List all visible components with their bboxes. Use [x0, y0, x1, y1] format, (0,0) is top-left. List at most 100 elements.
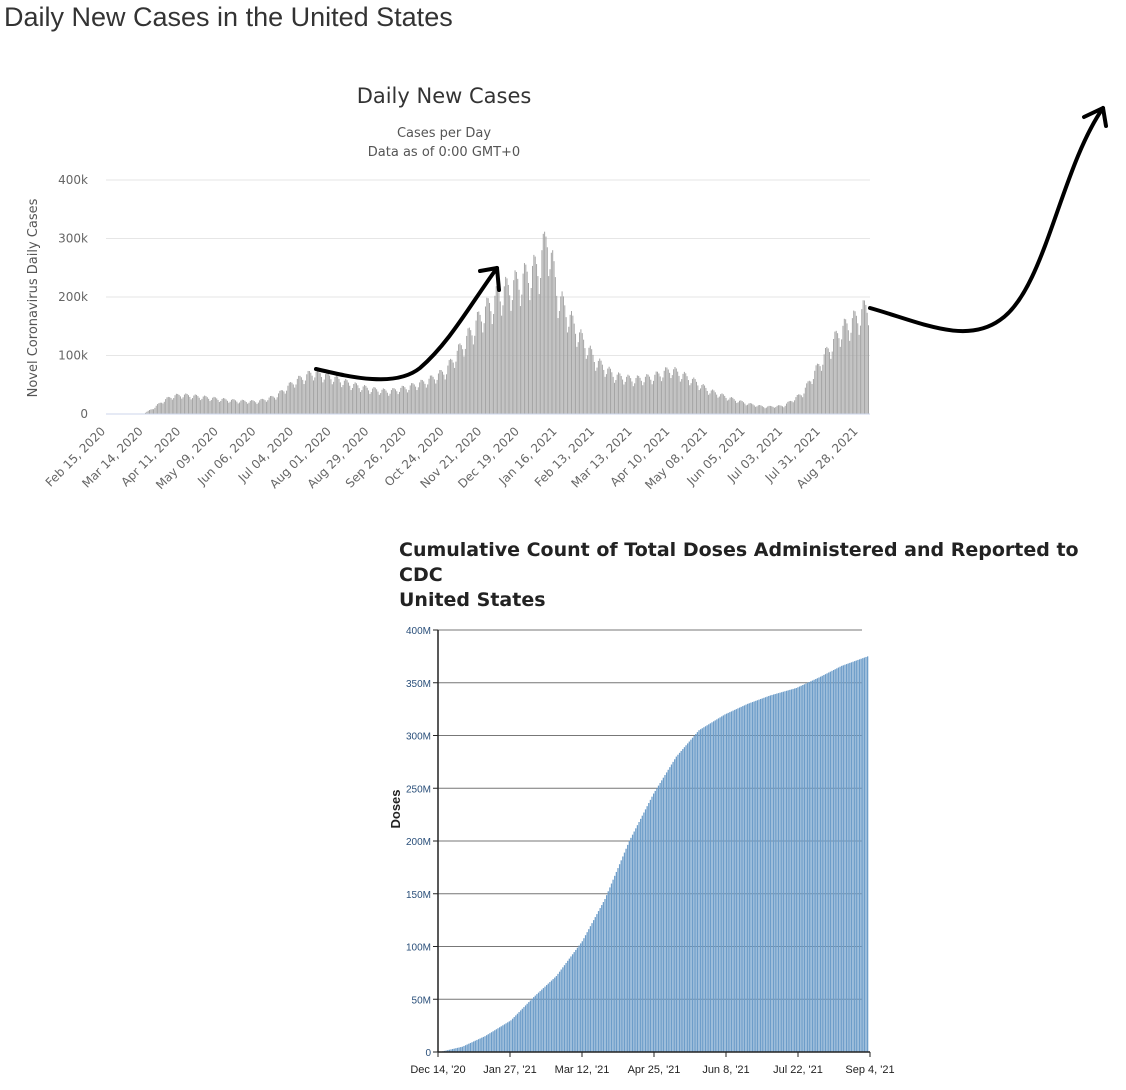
daily-cases-bar — [519, 306, 521, 414]
cumulative-doses-bar — [557, 973, 559, 1052]
daily-cases-bar — [681, 379, 683, 414]
daily-cases-bar — [655, 371, 657, 414]
daily-cases-bar — [577, 342, 579, 414]
daily-cases-bar — [725, 397, 727, 414]
daily-cases-bar — [523, 263, 525, 414]
cumulative-doses-bar — [560, 969, 562, 1052]
daily-cases-bar — [513, 280, 515, 414]
daily-cases-bar — [601, 364, 603, 414]
daily-cases-bar — [816, 363, 818, 414]
daily-cases-bar — [811, 384, 813, 414]
daily-cases-bar — [411, 383, 413, 414]
daily-cases-bar — [295, 384, 297, 414]
cumulative-doses-bar — [824, 674, 827, 1052]
cumulative-doses-bar — [614, 875, 616, 1052]
daily-cases-bar — [780, 405, 782, 414]
daily-cases-bar — [790, 400, 792, 414]
daily-cases-bar — [288, 382, 290, 414]
daily-cases-bar — [552, 250, 554, 414]
daily-cases-bar — [264, 400, 266, 414]
cumulative-doses-bar — [555, 976, 558, 1052]
daily-cases-bar — [682, 373, 684, 414]
daily-cases-bar — [673, 369, 675, 414]
cumulative-doses-bar — [625, 848, 627, 1052]
daily-cases-bar — [769, 405, 771, 414]
cumulative-doses-bar — [832, 670, 835, 1052]
daily-cases-bar — [502, 305, 504, 414]
daily-cases-bar — [587, 355, 589, 414]
daily-cases-bar — [171, 399, 173, 414]
daily-cases-bar — [377, 391, 379, 414]
daily-cases-bar — [183, 394, 185, 414]
daily-cases-bar — [299, 375, 301, 414]
daily-cases-bar — [579, 332, 581, 414]
daily-cases-bar — [730, 397, 732, 414]
daily-cases-bar — [706, 390, 708, 414]
daily-cases-bar — [572, 315, 574, 414]
cumulative-doses-bar — [815, 678, 817, 1052]
daily-cases-bar — [678, 375, 680, 414]
daily-cases-bar — [318, 370, 320, 414]
daily-cases-bar — [296, 378, 298, 414]
cumulative-doses-bar — [800, 685, 802, 1052]
daily-cases-bar — [427, 384, 429, 414]
daily-cases-bar — [350, 390, 352, 414]
daily-cases-bar — [722, 394, 724, 414]
cumulative-doses-bar — [597, 911, 600, 1052]
cumulative-doses-bar — [751, 702, 754, 1052]
daily-cases-bar — [265, 401, 267, 414]
daily-cases-bar — [441, 371, 443, 414]
cumulative-doses-bar — [516, 1013, 519, 1052]
daily-cases-bar — [280, 390, 282, 414]
chart-subtitle: Cases per Day — [397, 126, 491, 141]
daily-cases-bar — [424, 383, 426, 414]
daily-cases-bar — [561, 291, 563, 414]
daily-cases-bar — [644, 376, 646, 414]
daily-cases-bar — [580, 329, 582, 414]
daily-cases-bar — [787, 401, 789, 414]
daily-cases-bar — [435, 383, 437, 414]
daily-cases-bar — [342, 384, 344, 414]
cumulative-doses-bar — [640, 818, 642, 1052]
daily-cases-bar — [447, 365, 449, 414]
cumulative-doses-bar — [834, 669, 836, 1052]
daily-cases-bar — [536, 264, 538, 414]
daily-cases-bar — [657, 371, 659, 414]
daily-cases-bar — [159, 402, 161, 414]
daily-cases-bar — [651, 384, 653, 414]
cumulative-doses-bar — [523, 1007, 525, 1052]
cumulative-doses-bar — [756, 700, 759, 1052]
cumulative-doses-bar — [729, 712, 731, 1052]
cumulative-doses-bar — [776, 693, 778, 1052]
daily-cases-bar — [861, 309, 863, 414]
daily-cases-bar — [362, 386, 364, 414]
daily-cases-bar — [709, 393, 711, 414]
daily-cases-bar — [768, 405, 770, 414]
daily-cases-bar — [583, 339, 585, 414]
cumulative-doses-bar — [714, 720, 716, 1052]
daily-cases-bar — [833, 338, 835, 414]
daily-cases-bar — [771, 406, 773, 414]
daily-cases-bar — [775, 407, 777, 414]
x-tick-label: Apr 25, '21 — [628, 1064, 681, 1076]
daily-cases-bar — [235, 400, 237, 414]
cumulative-doses-bar — [584, 935, 587, 1052]
daily-cases-bar — [562, 296, 564, 414]
daily-cases-bar — [831, 351, 833, 414]
daily-cases-bar — [147, 410, 149, 414]
daily-cases-bar — [623, 384, 625, 414]
daily-cases-bar — [647, 374, 649, 414]
cumulative-doses-bar — [750, 702, 752, 1052]
cumulative-doses-bar — [605, 895, 608, 1052]
cumulative-doses-bar — [719, 717, 721, 1052]
daily-cases-bar — [612, 376, 614, 414]
daily-cases-bar — [600, 360, 602, 414]
daily-cases-bar — [327, 372, 329, 414]
daily-cases-bar — [220, 400, 222, 414]
daily-cases-bar — [421, 379, 423, 414]
daily-cases-bar — [662, 377, 664, 414]
daily-cases-bar — [322, 382, 324, 414]
daily-cases-bar — [376, 389, 378, 414]
cumulative-doses-bar — [760, 699, 762, 1052]
daily-cases-bar — [417, 387, 419, 414]
